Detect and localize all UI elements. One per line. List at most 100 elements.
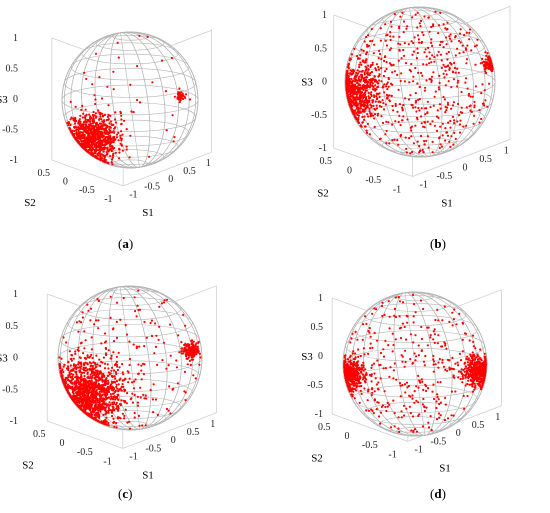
data-point	[106, 363, 109, 366]
caption-label-a: a	[122, 236, 129, 251]
data-point	[169, 354, 172, 357]
data-point	[85, 392, 88, 395]
data-point	[412, 142, 415, 145]
data-point	[87, 145, 90, 149]
data-point	[385, 120, 388, 123]
x-tick-label: 0	[463, 163, 468, 174]
data-point	[109, 316, 112, 319]
data-point	[404, 62, 408, 65]
data-point	[366, 106, 369, 109]
data-point	[347, 360, 350, 363]
data-point	[362, 59, 365, 62]
data-point	[180, 347, 183, 350]
data-point	[117, 404, 120, 407]
data-point	[64, 386, 67, 389]
data-point	[108, 373, 111, 376]
data-point	[428, 62, 431, 65]
data-point	[378, 79, 381, 82]
data-point	[456, 47, 459, 50]
data-point	[116, 365, 119, 368]
data-point	[77, 396, 80, 400]
data-point	[107, 381, 110, 384]
data-point	[78, 320, 81, 323]
data-point	[400, 57, 403, 60]
data-point	[404, 136, 407, 139]
data-point	[97, 319, 100, 322]
data-point	[115, 136, 118, 139]
data-point	[490, 69, 493, 72]
data-point	[94, 382, 97, 385]
data-point	[388, 49, 391, 52]
data-point	[113, 369, 116, 372]
data-point	[146, 35, 149, 39]
data-point	[85, 149, 89, 152]
data-point	[416, 140, 419, 143]
data-point	[123, 388, 126, 391]
data-point	[133, 411, 136, 415]
data-point	[417, 38, 420, 41]
data-point	[118, 157, 121, 160]
data-point	[68, 122, 71, 125]
x-tick-label: 0	[171, 435, 176, 446]
data-point	[451, 115, 455, 118]
data-point	[473, 114, 476, 117]
data-point	[448, 35, 451, 38]
data-point	[74, 388, 77, 391]
data-point	[367, 73, 370, 76]
data-point	[92, 417, 95, 420]
data-point	[459, 41, 462, 44]
data-point	[115, 336, 119, 339]
data-point	[98, 399, 101, 402]
data-point	[108, 125, 111, 128]
data-point	[113, 363, 117, 367]
data-point	[386, 88, 389, 91]
data-point	[438, 43, 442, 47]
data-point	[359, 90, 362, 93]
data-point	[97, 404, 101, 407]
data-point	[110, 414, 114, 418]
data-point	[107, 406, 110, 409]
data-point	[360, 125, 363, 128]
data-point	[115, 320, 118, 323]
data-point	[187, 351, 190, 354]
data-point	[363, 71, 366, 74]
data-point	[119, 318, 122, 321]
data-point	[422, 33, 425, 37]
data-point	[366, 100, 369, 103]
data-point	[79, 377, 82, 380]
data-point	[106, 132, 109, 135]
data-point	[63, 384, 67, 387]
data-point	[107, 137, 110, 140]
data-point	[83, 356, 87, 360]
data-point	[365, 68, 368, 71]
data-point	[380, 57, 383, 61]
data-point	[380, 80, 383, 83]
data-point	[154, 345, 157, 348]
data-point	[79, 356, 82, 359]
data-point	[430, 25, 433, 29]
data-point	[483, 89, 486, 92]
data-point	[117, 398, 120, 401]
data-point	[99, 421, 102, 424]
data-point	[115, 133, 119, 136]
data-point	[356, 103, 359, 106]
data-point	[469, 95, 472, 98]
data-point	[358, 375, 361, 378]
data-point	[97, 143, 101, 146]
data-point	[370, 91, 373, 94]
data-point	[71, 378, 74, 381]
data-point	[104, 154, 107, 158]
data-point	[111, 385, 114, 388]
data-point	[95, 156, 98, 159]
data-point	[410, 62, 413, 66]
data-point	[348, 72, 351, 75]
data-point	[370, 114, 373, 117]
data-point	[115, 301, 119, 304]
data-point	[102, 401, 105, 404]
data-point	[128, 420, 131, 423]
data-point	[473, 45, 477, 48]
data-point	[82, 143, 85, 146]
data-point	[113, 420, 116, 423]
data-point	[66, 365, 70, 368]
